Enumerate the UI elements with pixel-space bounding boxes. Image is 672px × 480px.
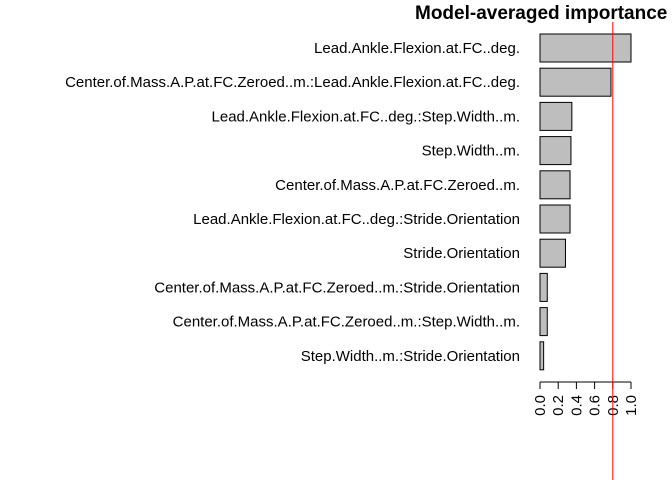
x-tick-label: 0.4 bbox=[568, 395, 585, 416]
category-label: Center.of.Mass.A.P.at.FC.Zeroed..m.:Lead… bbox=[65, 74, 520, 91]
category-label: Step.Width..m. bbox=[422, 143, 520, 160]
category-label: Center.of.Mass.A.P.at.FC.Zeroed..m.:Stri… bbox=[154, 279, 520, 296]
category-label: Lead.Ankle.Flexion.at.FC..deg.:Stride.Or… bbox=[193, 211, 520, 228]
bars-group bbox=[539, 33, 632, 371]
bar bbox=[539, 33, 632, 63]
bar bbox=[539, 272, 548, 302]
x-tick-label: 0.6 bbox=[587, 395, 604, 416]
category-label: Center.of.Mass.A.P.at.FC.Zeroed..m. bbox=[275, 177, 520, 194]
bar bbox=[539, 101, 573, 131]
chart-title: Model-averaged importance bbox=[415, 3, 667, 24]
x-tick-label: 0.2 bbox=[550, 395, 567, 416]
category-label: Center.of.Mass.A.P.at.FC.Zeroed..m.:Step… bbox=[173, 314, 520, 331]
category-label: Stride.Orientation bbox=[403, 245, 520, 262]
x-axis: 0.0 0.2 0.4 0.6 0.8 1.0 bbox=[532, 381, 640, 416]
x-tick-label: 1.0 bbox=[623, 395, 640, 416]
bar bbox=[539, 307, 548, 337]
bar bbox=[539, 170, 571, 200]
bar bbox=[539, 136, 572, 166]
bar bbox=[539, 67, 612, 97]
category-label: Step.Width..m.:Stride.Orientation bbox=[301, 348, 520, 365]
category-label: Lead.Ankle.Flexion.at.FC..deg.:Step.Widt… bbox=[212, 108, 520, 125]
category-labels-group: Lead.Ankle.Flexion.at.FC..deg. Center.of.… bbox=[65, 40, 520, 365]
bar bbox=[539, 204, 571, 234]
bar bbox=[539, 238, 566, 268]
bar bbox=[539, 341, 545, 371]
x-tick-label: 0.0 bbox=[532, 395, 549, 416]
category-label: Lead.Ankle.Flexion.at.FC..deg. bbox=[314, 40, 520, 57]
